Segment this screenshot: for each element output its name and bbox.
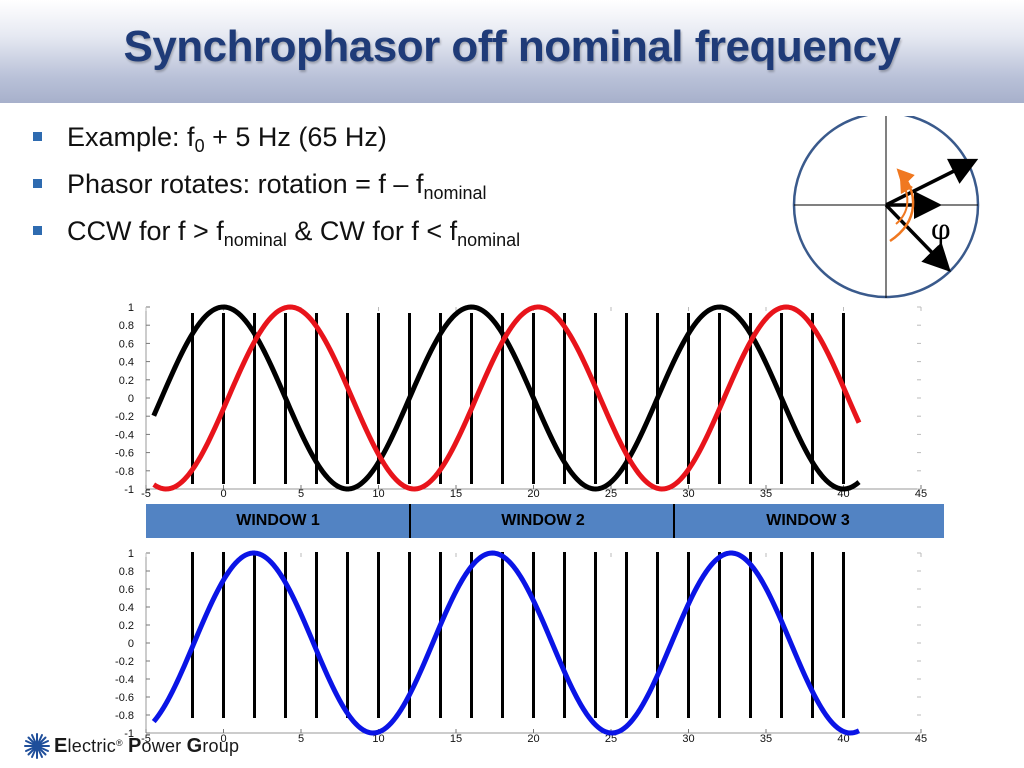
x-tick-label: 15 <box>450 488 462 500</box>
x-tick-label: 10 <box>372 488 384 500</box>
x-tick-label: 30 <box>682 733 694 745</box>
x-tick-label: 35 <box>760 733 772 745</box>
y-tick-label: -0.8 <box>115 710 134 722</box>
bullet-item: CCW for f > fnominal & CW for f < fnomin… <box>30 216 750 263</box>
y-tick-label: 0.4 <box>119 602 134 614</box>
bullet-text: CCW for f > f <box>67 216 224 246</box>
x-tick-label: 25 <box>605 733 617 745</box>
series-line-2 <box>152 304 862 492</box>
y-tick-label: 0 <box>128 638 134 650</box>
bullet-text: Phasor rotates: rotation = f – f <box>67 169 424 199</box>
page-title: Synchrophasor off nominal frequency <box>123 22 901 71</box>
x-tick-label: 5 <box>298 488 304 500</box>
bullet-text: + 5 Hz (65 Hz) <box>204 122 387 152</box>
x-tick-label: 25 <box>605 488 617 500</box>
x-tick-label: -5 <box>141 733 151 745</box>
window-1-label: WINDOW 1 <box>236 512 320 529</box>
bullet-text: & CW for f < f <box>286 216 458 246</box>
company-name: Electric® Power Group <box>54 735 240 757</box>
x-tick-label: -5 <box>141 488 151 500</box>
y-tick-label: 0.2 <box>119 375 134 387</box>
bullet-subscript: nominal <box>223 230 287 250</box>
y-tick-label: 1 <box>128 548 134 560</box>
bullet-item: Phasor rotates: rotation = f – fnominal <box>30 169 750 216</box>
series-line-1 <box>151 550 861 736</box>
phasor-diagram: φ <box>792 116 980 299</box>
y-tick-label: -0.8 <box>115 466 134 478</box>
y-tick-label: -0.4 <box>115 674 134 686</box>
bullet-text: Example: f <box>67 122 195 152</box>
bullet-square-icon <box>33 226 42 235</box>
y-tick-label: 0.6 <box>119 584 134 596</box>
x-tick-label: 40 <box>837 733 849 745</box>
y-tick-label: -0.2 <box>115 656 134 668</box>
phasor-arrow-lower <box>884 203 951 273</box>
bullet-subscript: 0 <box>194 136 205 156</box>
y-tick-label: -1 <box>124 484 134 496</box>
x-tick-label: 45 <box>915 733 927 745</box>
bullet-square-icon <box>33 179 42 188</box>
rotation-arc-outer <box>889 168 915 243</box>
y-tick-label: 1 <box>128 302 134 314</box>
x-tick-label: 45 <box>915 488 927 500</box>
y-tick-label: -0.2 <box>115 411 134 423</box>
y-tick-label: -0.4 <box>115 429 134 441</box>
window-divider <box>673 504 675 538</box>
y-tick-label: 0.4 <box>119 357 134 369</box>
title-bar: Synchrophasor off nominal frequency <box>0 0 1024 103</box>
window-bar: WINDOW 1 WINDOW 2 WINDOW 3 <box>146 504 944 538</box>
x-tick-label: 15 <box>450 733 462 745</box>
y-tick-label: 0.2 <box>119 620 134 632</box>
x-tick-label: 20 <box>527 733 539 745</box>
bullet-subscript: nominal <box>423 183 487 203</box>
bullet-subscript: nominal <box>457 230 521 250</box>
bullet-item: Example: f0 + 5 Hz (65 Hz) <box>30 122 750 169</box>
x-tick-label: 20 <box>527 488 539 500</box>
y-tick-label: 0.6 <box>119 338 134 350</box>
x-tick-label: 10 <box>372 733 384 745</box>
y-tick-label: -0.6 <box>115 692 134 704</box>
x-tick-label: 5 <box>298 733 304 745</box>
x-tick-label: 35 <box>760 488 772 500</box>
window-divider <box>409 504 411 538</box>
window-2-label: WINDOW 2 <box>501 512 585 529</box>
y-tick-label: -0.6 <box>115 448 134 460</box>
phasor-arrow-upper <box>885 158 979 207</box>
y-tick-label: -1 <box>124 728 134 740</box>
x-tick-label: 0 <box>220 488 226 500</box>
rotation-arc-inner <box>895 178 914 225</box>
x-tick-label: 0 <box>220 733 226 745</box>
series-line-1 <box>151 304 861 492</box>
y-tick-label: 0.8 <box>119 320 134 332</box>
y-tick-label: 0 <box>128 393 134 405</box>
window-3-label: WINDOW 3 <box>766 512 850 529</box>
bullet-list: Example: f0 + 5 Hz (65 Hz) Phasor rotates… <box>30 122 750 263</box>
y-tick-label: 0.8 <box>119 566 134 578</box>
x-tick-label: 30 <box>682 488 694 500</box>
starburst-icon <box>24 733 50 759</box>
phi-symbol: φ <box>931 213 951 246</box>
bullet-square-icon <box>33 132 42 141</box>
